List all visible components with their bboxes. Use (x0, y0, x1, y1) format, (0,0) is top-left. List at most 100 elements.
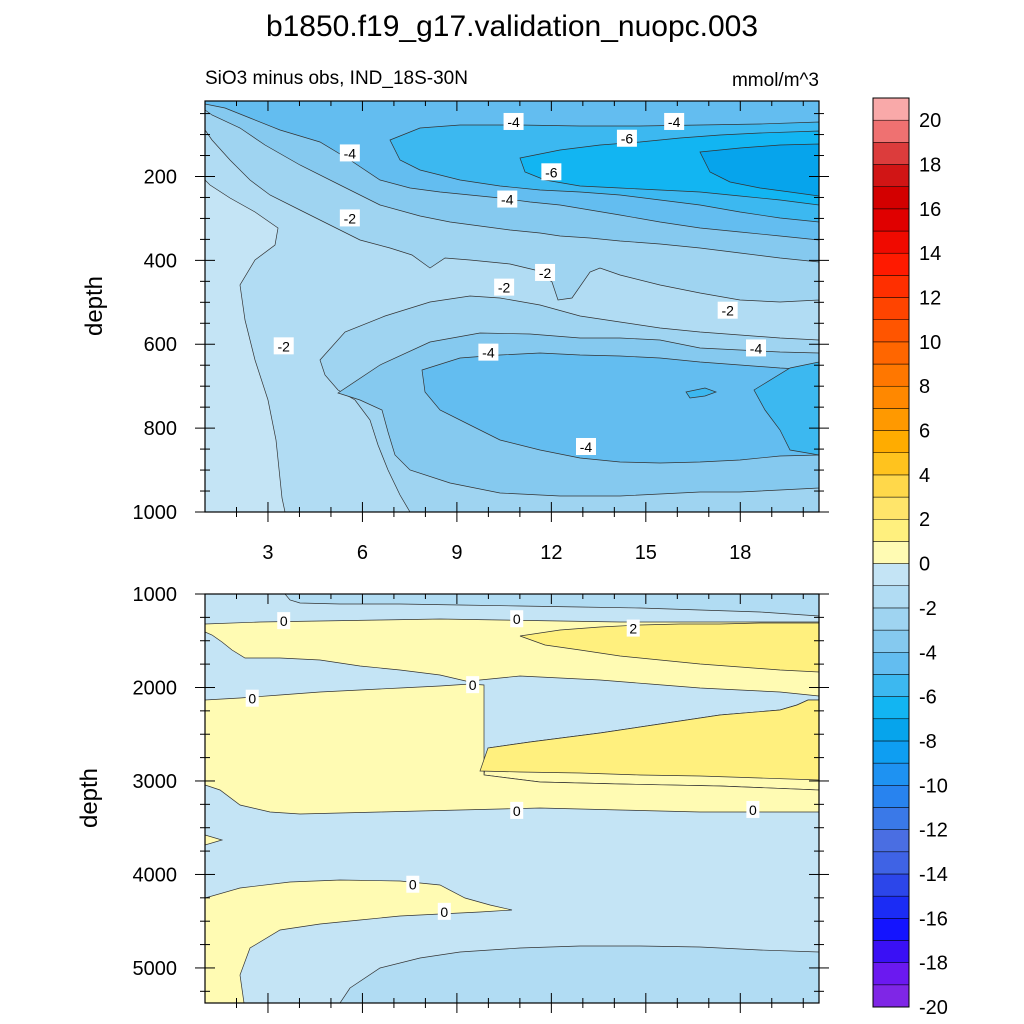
contour-label: -2 (498, 280, 511, 296)
colorbar-swatch (872, 341, 910, 365)
contour-label: -4 (501, 192, 514, 208)
colorbar-tick-label: 6 (919, 421, 930, 443)
colorbar-tick-label: -18 (919, 953, 948, 975)
contour-label: 0 (469, 677, 477, 693)
upper-plot-frame (204, 100, 820, 513)
contour-label-box (494, 278, 515, 296)
colorbar-tick-label: 12 (919, 288, 941, 310)
lower-fill-bottom-negative (339, 945, 819, 1003)
contour-label-box (510, 801, 524, 819)
contour-label: 0 (513, 803, 521, 819)
upper-x-tick-label: 6 (357, 542, 368, 564)
colorbar-swatch (872, 385, 910, 409)
colorbar-swatch (872, 962, 910, 986)
contour-label-box (339, 144, 360, 162)
left-string: SiO3 minus obs, IND_18S-30N (205, 68, 468, 89)
upper-x-tick-label: 3 (262, 542, 273, 564)
colorbar-tick-label: -12 (919, 820, 948, 842)
lower-fill-positive-main (205, 683, 819, 815)
colorbar-tick-label: -4 (919, 642, 937, 664)
contour-label: 0 (749, 802, 757, 818)
colorbar-tick-label: 0 (919, 554, 930, 576)
colorbar-tick-label: -14 (919, 864, 948, 886)
lower-y-axis-label: depth (76, 768, 103, 828)
colorbar-tick-label: 14 (919, 243, 941, 265)
colorbar-swatch (872, 186, 910, 210)
contour-label: -4 (507, 114, 520, 130)
colorbar-swatch (872, 363, 910, 387)
contour-label: -4 (344, 145, 357, 161)
contour-label: -2 (277, 338, 290, 354)
colorbar-tick-labels: -20-18-16-14-12-10-8-6-4-202468101214161… (919, 110, 948, 1019)
colorbar-swatch (872, 252, 910, 276)
upper-y-tick-label: 1000 (133, 502, 178, 524)
colorbar-swatch (872, 275, 910, 298)
lower-plot-frame (204, 593, 820, 1004)
contour-label-box (437, 902, 451, 920)
contour-label: -4 (482, 345, 495, 361)
contour-label: -2 (721, 303, 734, 319)
colorbar-tick-label: 16 (919, 199, 941, 221)
upper-y-tick-label: 800 (144, 418, 177, 440)
colorbar-frame (872, 97, 910, 1008)
colorbar-swatch (872, 297, 910, 320)
colorbar-tick-label: -16 (919, 908, 948, 930)
colorbar-tick-label: 2 (919, 509, 930, 531)
contour-label: -2 (344, 210, 357, 226)
contour-label-box (503, 112, 524, 130)
lower-y-tick-label: 1000 (133, 584, 178, 606)
colorbar-swatch (872, 629, 910, 653)
upper-x-tick-label: 9 (451, 542, 462, 564)
colorbar-swatch (872, 496, 910, 520)
colorbar-swatch (872, 851, 910, 875)
contour-label: -4 (668, 114, 681, 130)
contour-label-box (535, 263, 556, 281)
colorbar-swatch (872, 452, 910, 476)
colorbar-swatch (872, 607, 910, 631)
lower-fill-positive-lower (205, 879, 513, 1003)
upper-y-tick-label: 600 (144, 334, 177, 356)
colorbar: -20-18-16-14-12-10-8-6-4-202468101214161… (872, 97, 948, 1019)
contour-label-box (541, 163, 562, 181)
colorbar-swatch (872, 762, 910, 786)
contour-label-box (478, 343, 499, 361)
upper-fill-level-5b (421, 352, 819, 464)
colorbar-tick-label: -8 (919, 731, 937, 753)
colorbar-swatch (872, 474, 910, 498)
contour-label-box (466, 676, 480, 694)
colorbar-swatch (872, 740, 910, 764)
colorbar-swatch (872, 208, 910, 232)
colorbar-swatch (872, 541, 910, 564)
contour-label: 0 (248, 691, 256, 707)
colorbar-swatch (872, 230, 910, 254)
colorbar-tick-label: 20 (919, 110, 941, 132)
colorbar-swatch (872, 319, 910, 343)
upper-fill-level-6c (685, 387, 718, 399)
contour-label-box (339, 209, 360, 227)
upper-contour-labels: -4 -4 -6 -4 -6 -4 -2 -2 -2 -2 -2 -4 -4 -4 (273, 112, 767, 455)
upper-x-axis: 3 6 9 12 15 18 (235, 101, 804, 564)
upper-y-axis-label: depth (81, 276, 108, 336)
contour-label-box (510, 610, 524, 628)
colorbar-swatch (872, 829, 910, 853)
lower-fill-2-band-b (479, 699, 819, 781)
colorbar-swatch (872, 164, 910, 187)
colorbar-swatch (872, 585, 910, 609)
colorbar-swatch (872, 895, 910, 919)
upper-x-tick-label: 15 (635, 542, 657, 564)
colorbar-swatch (872, 940, 910, 963)
lower-x-axis (235, 594, 804, 1013)
contour-label-box (746, 339, 767, 357)
upper-y-tick-label: 400 (144, 250, 177, 272)
colorbar-tick-label: 10 (919, 332, 941, 354)
contour-label-box (717, 301, 738, 319)
lower-y-tick-label: 4000 (133, 864, 178, 886)
colorbar-swatch (872, 563, 910, 587)
upper-x-tick-label: 18 (729, 542, 751, 564)
contour-label-box (746, 800, 760, 818)
upper-y-tick-label: 200 (144, 166, 177, 188)
colorbar-swatch (872, 718, 910, 742)
